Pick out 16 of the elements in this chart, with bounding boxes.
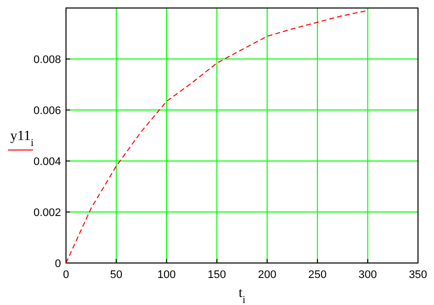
x-tick-label: 50 — [110, 269, 122, 281]
text: y11$_{i}$ — [10, 129, 34, 148]
x-tick-label: 250 — [308, 269, 327, 281]
x-tick-label: 350 — [408, 269, 428, 281]
x-axis-title: t$_{i}$ — [238, 286, 246, 305]
line-series — [66, 10, 368, 264]
x-tick-label: 100 — [157, 269, 176, 281]
y-tick-label: 0.002 — [33, 207, 61, 219]
x-tick-label: 200 — [258, 269, 276, 281]
y-tick-label: 0.006 — [33, 105, 61, 117]
x-tick-label: 150 — [208, 269, 226, 281]
x-tick-label: 0 — [62, 269, 70, 281]
y-tick-label: 0 — [54, 258, 61, 270]
y-tick-label: 0.004 — [33, 156, 61, 168]
x-tick-label: 300 — [358, 269, 377, 281]
y-tick-label: 0.008 — [33, 54, 61, 66]
